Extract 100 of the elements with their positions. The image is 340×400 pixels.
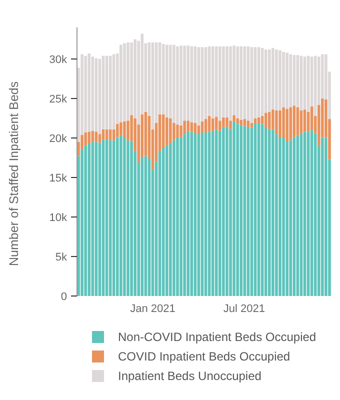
bar [180,46,182,126]
bar [232,121,236,296]
bar [91,142,94,296]
bar [264,112,268,127]
bar [211,46,214,118]
bar [275,110,278,134]
bar [120,136,122,296]
bar [246,120,250,127]
bar [278,110,282,138]
bar [214,116,218,130]
y-tick-label: 15k [49,172,68,184]
bar [190,132,194,296]
bar [292,106,296,138]
bar [91,130,94,142]
bar [211,118,214,131]
bar [218,130,222,296]
bar [282,52,285,108]
bar [240,120,243,126]
bar [140,156,144,296]
bar [240,46,243,120]
bar [88,53,91,132]
bar [222,46,225,118]
bar [186,120,190,131]
bar [243,46,246,120]
bar [176,124,179,138]
bar [324,137,328,296]
bar [226,46,228,118]
bar [268,129,271,296]
y-tick-label: 5k [55,251,68,264]
bar [218,120,222,131]
bar [194,134,197,296]
bar [268,112,271,130]
bar [165,145,168,296]
bar [120,44,122,122]
bar [236,124,239,296]
bar [229,46,232,121]
bar [226,117,228,127]
bar [123,121,126,138]
bar [272,129,274,296]
bar [162,114,165,148]
bar [236,118,239,124]
bar [84,56,87,132]
bar [260,116,264,124]
bar [186,130,190,296]
bar [116,124,119,138]
bar [116,137,119,296]
bar [272,48,274,110]
bar [194,122,197,134]
bar [186,46,190,121]
bar [180,137,182,296]
bar [80,149,84,296]
bar [243,126,246,296]
bar [286,52,288,109]
bar [172,44,176,123]
bar [183,134,186,296]
bar [123,43,126,122]
bar [94,132,98,142]
y-tick-label: 30k [49,54,68,66]
bar [264,126,268,296]
bar [88,144,91,296]
bar [222,117,225,127]
bar [289,54,292,108]
bar [169,144,172,296]
bar [321,137,324,296]
bar [211,130,214,296]
bar [172,122,176,140]
bar [268,50,271,112]
bar [243,119,246,126]
legend-label: COVID Inpatient Beds Occupied [118,350,290,364]
bar [130,141,133,296]
bar [286,142,288,296]
bar [264,50,268,113]
bar [275,50,278,110]
bar [289,140,292,296]
bar [126,42,130,121]
bar [126,140,130,296]
x-tick-label: Jul 2021 [223,303,265,315]
bar [218,46,222,121]
bar [278,138,282,296]
bar [222,126,225,296]
y-tick-label: 25k [49,93,68,106]
bar [292,137,296,296]
bar [112,54,116,130]
bar [162,147,165,296]
bar [123,138,126,296]
bar [172,140,176,296]
bar [84,132,87,146]
bar [176,138,179,296]
bar [236,46,239,118]
bar [169,118,172,144]
bar [91,56,94,131]
y-tick-label: 20k [49,132,68,145]
bar [84,146,87,296]
bar [240,125,243,296]
bar [194,46,197,123]
y-tick-label: 0 [60,290,67,303]
bar [226,126,228,296]
bar [190,46,194,122]
bar [120,122,122,136]
legend-label: Non-COVID Inpatient Beds Occupied [118,330,316,344]
